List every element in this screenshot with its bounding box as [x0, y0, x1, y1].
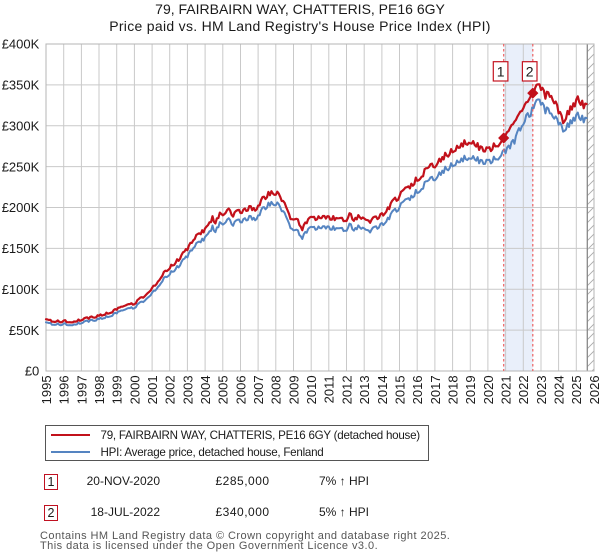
- svg-text:£300K: £300K: [2, 118, 40, 133]
- svg-text:2021: 2021: [499, 375, 514, 404]
- svg-text:£100K: £100K: [2, 282, 40, 297]
- svg-text:2024: 2024: [552, 375, 567, 404]
- svg-text:2015: 2015: [392, 375, 407, 404]
- svg-text:1997: 1997: [74, 375, 89, 404]
- svg-text:2013: 2013: [357, 375, 372, 404]
- svg-text:2026: 2026: [587, 375, 600, 404]
- svg-text:2000: 2000: [127, 375, 142, 404]
- svg-text:1996: 1996: [57, 375, 72, 404]
- svg-text:2025: 2025: [569, 375, 584, 404]
- svg-text:2002: 2002: [163, 375, 178, 404]
- svg-text:£50K: £50K: [9, 323, 40, 338]
- svg-text:£400K: £400K: [2, 37, 40, 52]
- svg-text:2005: 2005: [216, 375, 231, 404]
- svg-text:£250K: £250K: [2, 159, 40, 174]
- svg-text:1999: 1999: [110, 375, 125, 404]
- svg-text:2009: 2009: [286, 375, 301, 404]
- svg-text:1: 1: [497, 63, 505, 79]
- svg-text:2019: 2019: [463, 375, 478, 404]
- svg-text:2004: 2004: [198, 375, 213, 404]
- svg-text:£350K: £350K: [2, 78, 40, 93]
- svg-text:2020: 2020: [481, 375, 496, 404]
- svg-text:2022: 2022: [516, 375, 531, 404]
- svg-text:£200K: £200K: [2, 200, 40, 215]
- svg-text:2018: 2018: [446, 375, 461, 404]
- svg-text:£150K: £150K: [2, 241, 40, 256]
- svg-text:£0: £0: [25, 364, 39, 379]
- svg-text:2016: 2016: [410, 375, 425, 404]
- svg-text:1998: 1998: [92, 375, 107, 404]
- svg-text:2012: 2012: [339, 375, 354, 404]
- svg-text:2: 2: [526, 63, 534, 79]
- svg-text:2006: 2006: [233, 375, 248, 404]
- svg-text:2017: 2017: [428, 375, 443, 404]
- svg-text:2023: 2023: [534, 375, 549, 404]
- svg-text:2001: 2001: [145, 375, 160, 404]
- svg-text:2010: 2010: [304, 375, 319, 404]
- svg-text:2008: 2008: [269, 375, 284, 404]
- svg-text:2014: 2014: [375, 375, 390, 404]
- svg-text:2007: 2007: [251, 375, 266, 404]
- svg-text:1995: 1995: [39, 375, 54, 404]
- svg-text:2003: 2003: [180, 375, 195, 404]
- svg-text:2011: 2011: [322, 375, 337, 403]
